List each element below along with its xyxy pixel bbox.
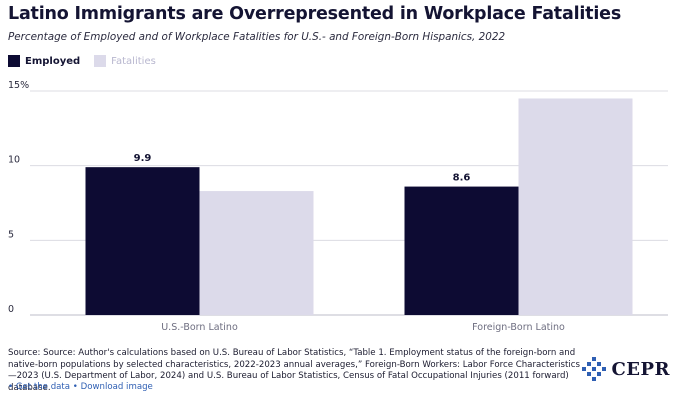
- chart-title: Latino Immigrants are Overrepresented in…: [8, 4, 622, 24]
- cepr-logo[interactable]: CEPR: [582, 357, 670, 381]
- bar-chart: 0 5 10 15% 9.9 U.S.-Born Latino 8.6 Foreign-Bor…: [8, 80, 668, 333]
- get-data-link[interactable]: Get the data: [15, 382, 71, 392]
- footer-links: • Get the data • Download image: [8, 382, 153, 392]
- bullet-1: •: [8, 382, 14, 392]
- bar-employed[interactable]: [85, 167, 200, 315]
- data-label: 9.9: [134, 153, 152, 164]
- legend-item-fatalities[interactable]: Fatalities: [94, 55, 156, 67]
- category-label: Foreign-Born Latino: [472, 322, 565, 333]
- y-tick-label: 10: [8, 155, 20, 166]
- y-tick-label: 0: [8, 304, 14, 315]
- source-note: Source: Source: Author's calculations ba…: [8, 348, 580, 393]
- logo-text: CEPR: [611, 358, 670, 380]
- bar-fatalities[interactable]: [518, 98, 633, 315]
- y-tick-label: 15%: [8, 80, 29, 91]
- bullet-2: •: [72, 382, 78, 392]
- chart-subtitle: Percentage of Employed and of Workplace …: [8, 31, 506, 43]
- bar-employed[interactable]: [404, 186, 519, 315]
- legend-label-fatalities: Fatalities: [111, 55, 156, 67]
- legend-label-employed: Employed: [25, 55, 81, 67]
- labels: 0 5 10 15% 9.9 U.S.-Born Latino 8.6 Foreign-Bor…: [8, 80, 565, 333]
- legend-swatch-employed: [8, 55, 20, 67]
- data-label: 8.6: [453, 173, 471, 184]
- category-label: U.S.-Born Latino: [161, 322, 238, 333]
- download-image-link[interactable]: Download image: [80, 382, 153, 392]
- legend-item-employed[interactable]: Employed: [8, 55, 80, 67]
- legend: Employed Fatalities: [8, 55, 170, 67]
- bars: [85, 98, 633, 315]
- y-tick-label: 5: [8, 229, 14, 240]
- cepr-logo-icon: [582, 357, 607, 381]
- legend-swatch-fatalities: [94, 55, 107, 67]
- bar-fatalities[interactable]: [199, 191, 314, 315]
